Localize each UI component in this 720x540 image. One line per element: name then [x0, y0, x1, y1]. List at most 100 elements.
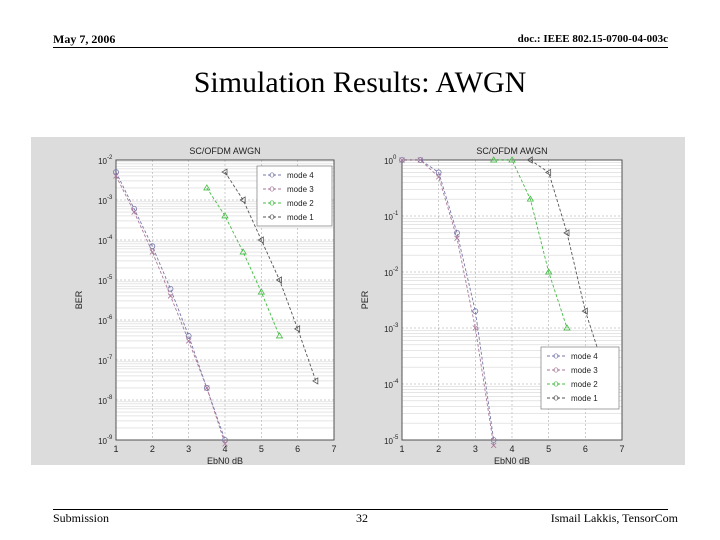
- data-point: [257, 236, 264, 244]
- legend-marker: [269, 172, 275, 178]
- legend-label-2: mode 3: [571, 366, 598, 375]
- legend-label-2: mode 3: [287, 185, 314, 194]
- legend-marker: [553, 367, 559, 373]
- y-tick-base: 10: [98, 197, 107, 206]
- data-point: [222, 441, 228, 447]
- header-doc-id: doc.: IEEE 802.15-0700-04-003c: [517, 33, 668, 45]
- legend-marker: [269, 186, 275, 192]
- x-tick-label: 1: [113, 444, 118, 454]
- y-axis-label: PER: [360, 290, 370, 309]
- footer-author: Ismail Lakkis, TensorCom: [550, 511, 678, 525]
- data-point: [581, 307, 588, 315]
- y-tick-base: 10: [98, 437, 107, 446]
- data-point: [454, 235, 460, 242]
- legend-marker: [553, 381, 559, 387]
- data-point: [204, 385, 210, 391]
- figure-panel: 1 2 3 4 5 6 7 10 -2 10 -3 10 -4 10 -5 10 -6 10 -7 10 -8 10 -9 S…: [31, 137, 685, 465]
- legend-label-4: mode 1: [571, 394, 598, 403]
- data-point: [167, 285, 174, 292]
- footer-submission: Submission: [53, 511, 110, 525]
- data-point: [435, 169, 442, 176]
- data-point: [563, 324, 571, 331]
- chart-title: SC/OFDM AWGN: [189, 146, 260, 156]
- y-tick-base: 10: [98, 357, 107, 366]
- y-tick-base: 10: [98, 317, 107, 326]
- data-point: [508, 156, 516, 163]
- slide-title: Simulation Results: AWGN: [193, 66, 527, 99]
- y-tick-exponent: -2: [107, 155, 113, 161]
- data-point: [275, 276, 282, 284]
- data-point: [222, 437, 228, 443]
- y-tick-exponent: -2: [393, 267, 399, 273]
- y-tick-exponent: -5: [107, 275, 113, 281]
- series-line-4: [530, 159, 605, 368]
- y-tick-base: 10: [98, 277, 107, 286]
- y-tick-exponent: -8: [107, 395, 113, 401]
- footer-page-number: 32: [356, 511, 368, 525]
- legend-label-3: mode 2: [571, 380, 598, 389]
- legend-label-1: mode 4: [571, 352, 598, 361]
- data-point: [417, 157, 424, 163]
- data-point: [544, 168, 552, 177]
- y-tick-base: 10: [384, 213, 393, 222]
- plot-frame: [401, 159, 623, 441]
- data-point: [221, 212, 229, 219]
- legend-marker: [553, 395, 559, 401]
- legend-label-3: mode 2: [287, 199, 314, 208]
- data-point: [293, 325, 301, 333]
- y-tick-base: 10: [384, 437, 393, 446]
- data-point: [275, 332, 284, 339]
- data-point: [149, 249, 156, 255]
- data-point: [185, 333, 192, 339]
- data-point: [472, 325, 479, 331]
- legend-label-4: mode 1: [287, 213, 314, 222]
- header-rule: [53, 47, 668, 48]
- data-point: [312, 377, 319, 385]
- x-tick-label: 3: [473, 444, 478, 454]
- x-tick-label: 2: [436, 444, 441, 454]
- x-tick-label: 7: [619, 444, 624, 454]
- chart-2: [399, 156, 623, 449]
- y-tick-base: 10: [384, 325, 393, 334]
- x-tick-label: 3: [186, 444, 191, 454]
- plot-frame: [115, 159, 335, 441]
- data-point: [257, 288, 266, 295]
- series-line-1: [115, 171, 226, 441]
- series-line-4: [224, 171, 317, 382]
- x-axis-label: EbN0 dB: [207, 456, 243, 465]
- y-tick-base: 10: [98, 397, 107, 406]
- data-point: [526, 195, 535, 202]
- data-point: [490, 437, 497, 443]
- series-line-3: [206, 187, 280, 337]
- y-tick-exponent: -1: [393, 211, 399, 217]
- x-tick-label: 6: [295, 444, 300, 454]
- data-point: [544, 268, 553, 275]
- y-tick-base: 10: [98, 157, 107, 166]
- data-point: [113, 169, 119, 175]
- data-point: [239, 248, 247, 255]
- y-tick-base: 10: [98, 237, 107, 246]
- y-tick-exponent: -6: [107, 315, 113, 321]
- data-point: [472, 308, 479, 315]
- data-point: [131, 205, 138, 212]
- legend-box: [256, 165, 333, 227]
- footer-rule: [53, 509, 668, 510]
- series-line-2: [402, 159, 495, 446]
- x-tick-label: 4: [509, 444, 514, 454]
- x-tick-label: 6: [583, 444, 588, 454]
- chart-title: SC/OFDM AWGN: [476, 146, 547, 156]
- y-tick-exponent: -7: [107, 355, 113, 361]
- legend-marker: [269, 214, 275, 220]
- x-tick-label: 5: [259, 444, 264, 454]
- data-point: [399, 157, 405, 163]
- data-point: [185, 338, 192, 344]
- data-point: [221, 168, 228, 176]
- data-point: [454, 229, 460, 236]
- data-point: [490, 442, 497, 449]
- y-tick-exponent: -5: [393, 435, 399, 441]
- x-tick-label: 5: [546, 444, 551, 454]
- figure-svg: 1 2 3 4 5 6 710-210-310-410-510-610-710-810 -9S…: [74, 146, 625, 465]
- y-tick-exponent: 0: [393, 155, 397, 161]
- x-tick-label: 7: [331, 444, 336, 454]
- x-tick-label: 2: [150, 444, 155, 454]
